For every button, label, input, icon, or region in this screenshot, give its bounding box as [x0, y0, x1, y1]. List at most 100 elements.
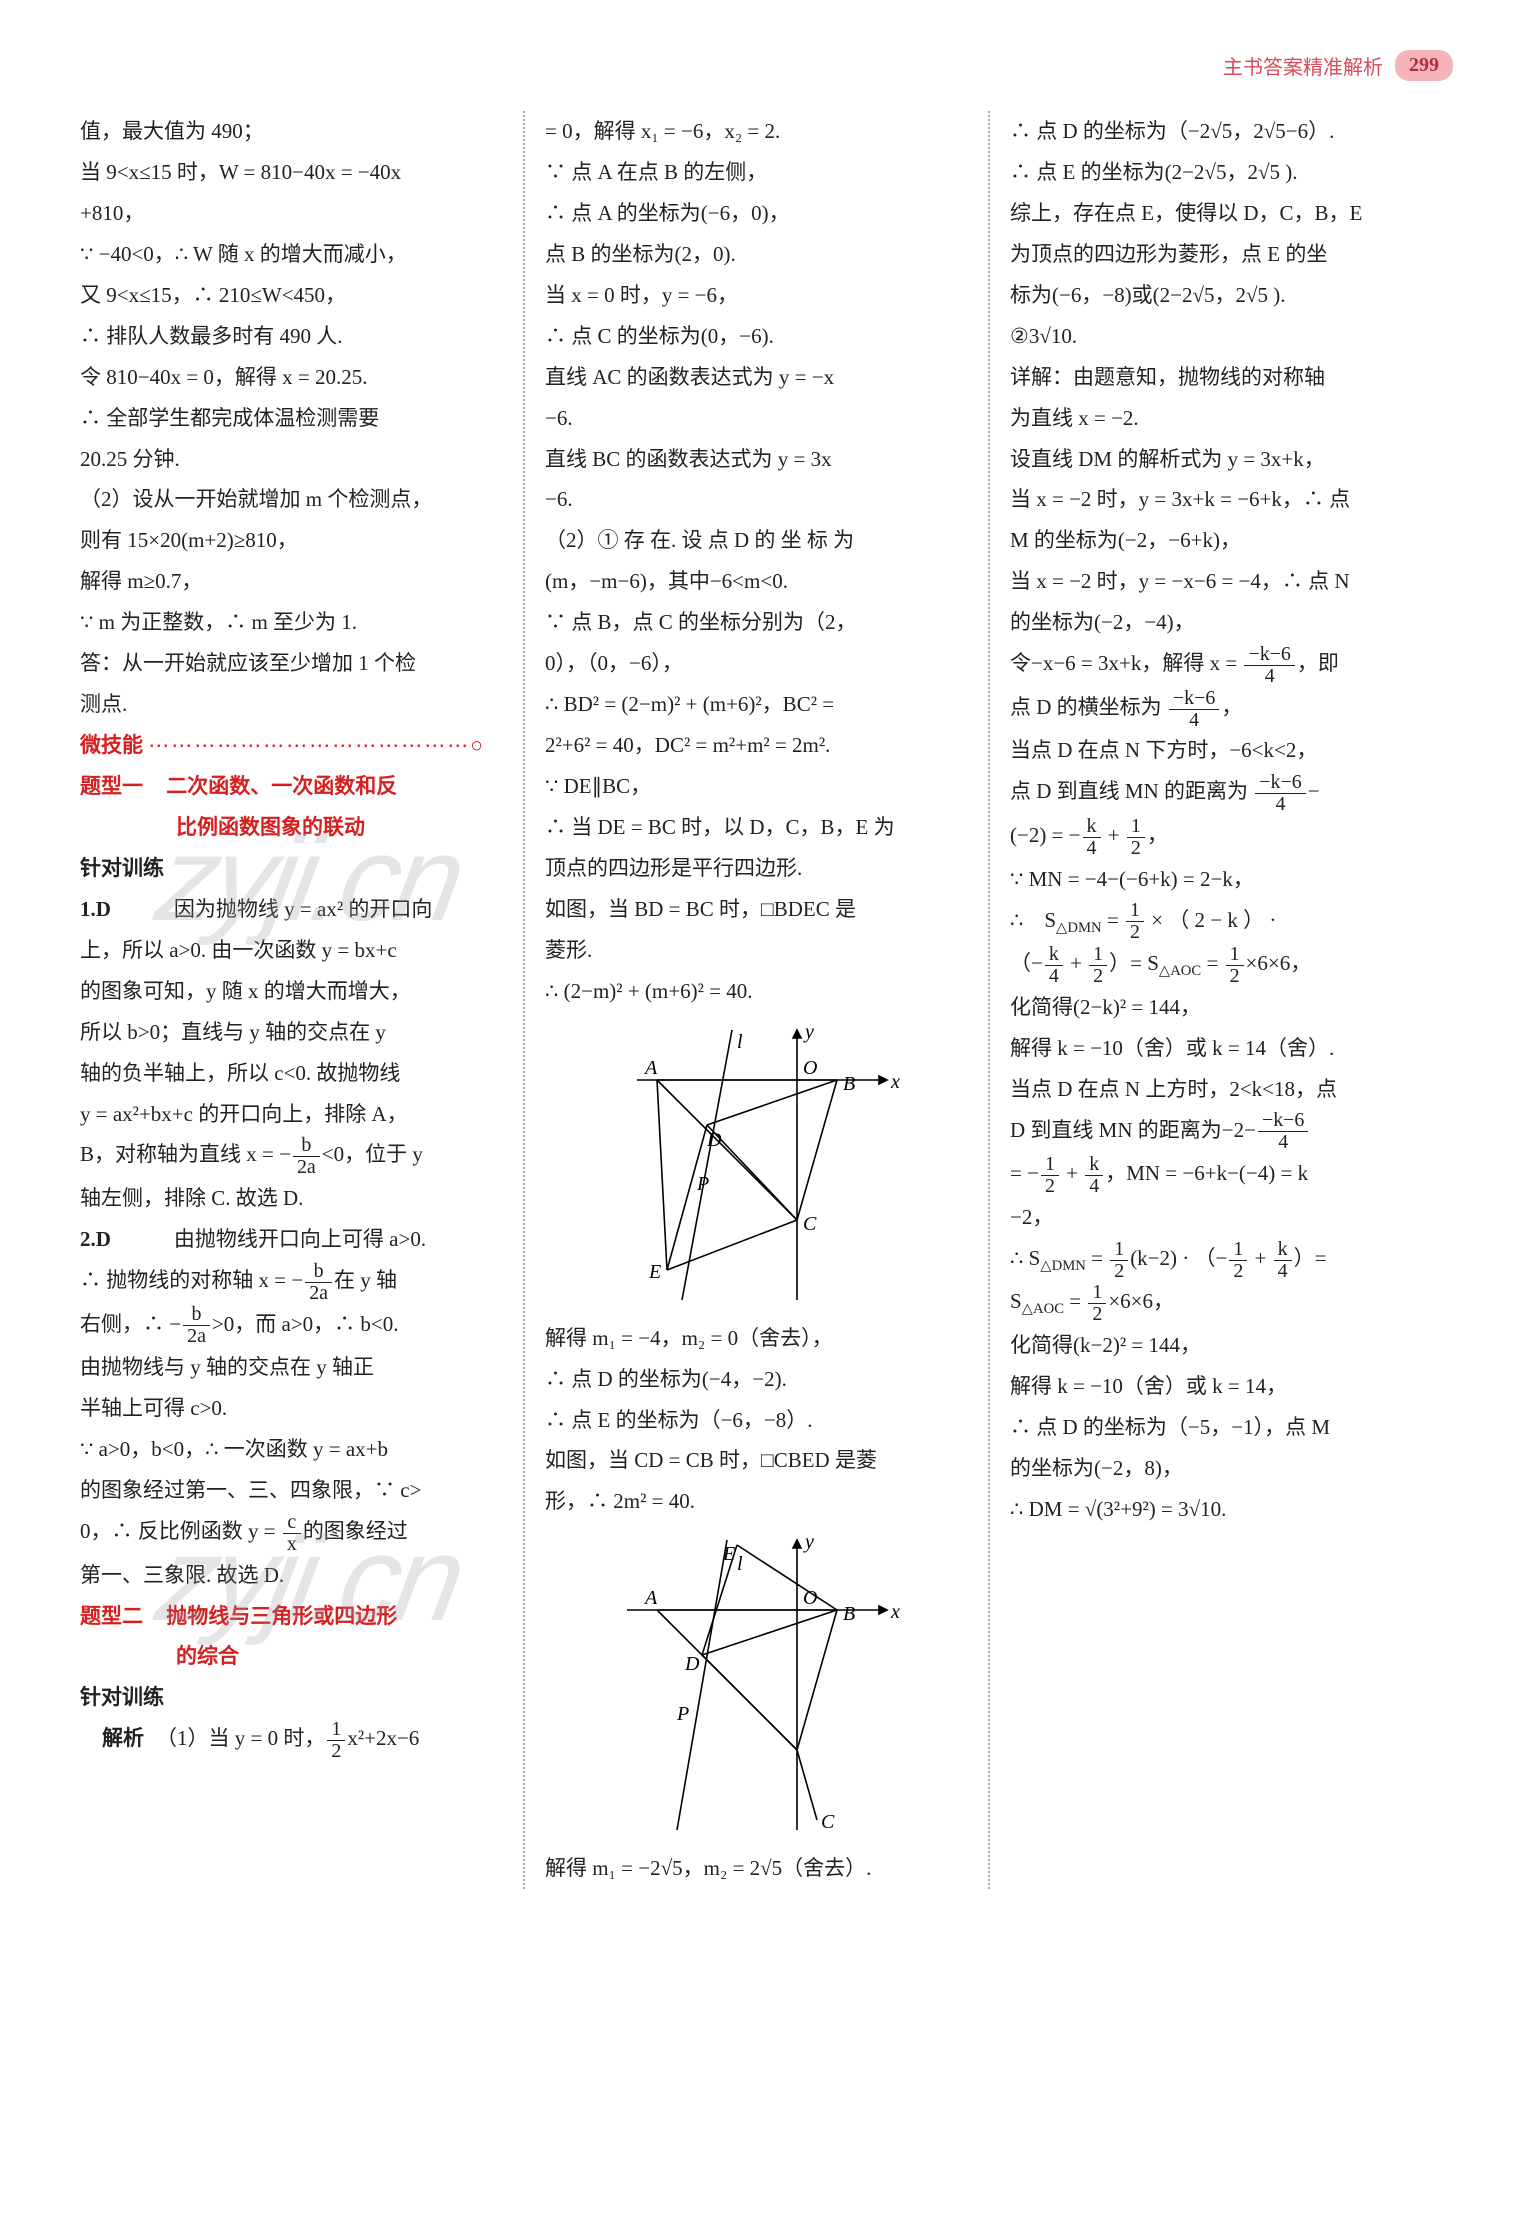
text-span: = — [1201, 951, 1223, 975]
fraction: 12 — [327, 1719, 345, 1762]
frac-num: 1 — [1126, 900, 1144, 922]
frac-num: 1 — [1110, 1239, 1128, 1261]
text-line: 半轴上可得 c>0. — [80, 1388, 503, 1429]
frac-num: b — [305, 1261, 332, 1283]
text-line: ∴ (2−m)² + (m+6)² = 40. — [545, 971, 968, 1012]
frac-num: −k−6 — [1169, 688, 1219, 710]
text-line: 当点 D 在点 N 下方时，−6<k<2， — [1010, 730, 1433, 771]
point-B: B — [843, 1603, 855, 1625]
point-A: A — [643, 1057, 658, 1079]
text-line: 综上，存在点 E，使得以 D，C，B，E — [1010, 193, 1433, 234]
text-span: <0，位于 y — [322, 1142, 423, 1166]
text-line: ∴ 点 C 的坐标为(0，−6). — [545, 316, 968, 357]
section-heading: 微技能 ⋯⋯⋯⋯⋯⋯⋯⋯⋯⋯⋯⋯⋯⋯○ — [80, 725, 503, 766]
text-line: −2， — [1010, 1197, 1433, 1238]
frac-den: 2 — [1041, 1176, 1059, 1197]
frac-den: 2 — [1088, 1304, 1106, 1325]
line-l: l — [737, 1553, 743, 1575]
column-3: ∴ 点 D 的坐标为（−2√5，2√5−6）. ∴ 点 E 的坐标为(2−2√5… — [990, 111, 1453, 1889]
frac-den: 2a — [183, 1326, 210, 1347]
frac-den: 2 — [1110, 1261, 1128, 1282]
text-line: ∵ 点 A 在点 B 的左侧， — [545, 152, 968, 193]
frac-den: x — [283, 1534, 301, 1555]
text-line: 解得 m₁ = −2√5，m₂ = 2√5（舍去）. — [545, 1848, 968, 1889]
text-line: ∵ MN = −4−(−6+k) = 2−k， — [1010, 859, 1433, 900]
text-span: 因为抛物线 y = ax² 的开口向 — [111, 897, 432, 921]
page-number: 299 — [1395, 50, 1453, 81]
frac-num: k — [1083, 816, 1101, 838]
training-label: 针对训练 — [80, 1677, 503, 1718]
fraction: cx — [283, 1512, 301, 1555]
text-line: 又 9<x≤15，∴ 210≤W<450， — [80, 275, 503, 316]
frac-den: 4 — [1085, 1176, 1103, 1197]
text-span: B，对称轴为直线 x = − — [80, 1142, 291, 1166]
frac-den: 2a — [305, 1283, 332, 1304]
frac-den: 2 — [1126, 922, 1144, 943]
text-line: 2²+6² = 40，DC² = m²+m² = 2m². — [545, 725, 968, 766]
frac-num: −k−6 — [1258, 1110, 1308, 1132]
text-line: 当 x = 0 时，y = −6， — [545, 275, 968, 316]
text-line: −6. — [545, 479, 968, 520]
text-line: 当 9<x≤15 时，W = 810−40x = −40x — [80, 152, 503, 193]
text-span: ∴ 抛物线的对称轴 x = − — [80, 1268, 303, 1292]
text-line: 详解：由题意知，抛物线的对称轴 — [1010, 357, 1433, 398]
text-line: M 的坐标为(−2，−6+k)， — [1010, 520, 1433, 561]
text-line: ②3√10. — [1010, 316, 1433, 357]
text-line: ∴ 当 DE = BC 时，以 D，C，B，E 为 — [545, 807, 968, 848]
column-1: 值，最大值为 490； 当 9<x≤15 时，W = 810−40x = −40… — [60, 111, 525, 1889]
line-l: l — [737, 1031, 743, 1053]
training-label: 针对训练 — [80, 848, 503, 889]
text-line: (m，−m−6)，其中−6<m<0. — [545, 561, 968, 602]
fraction: k4 — [1274, 1239, 1292, 1282]
point-E: E — [648, 1261, 661, 1283]
text-span: + — [1065, 951, 1087, 975]
axis-x-label: x — [890, 1601, 900, 1623]
frac-num: c — [283, 1512, 301, 1534]
text-line: 的坐标为(−2，8)， — [1010, 1448, 1433, 1489]
header-title: 主书答案精准解析 — [1223, 51, 1383, 80]
frac-den: 2 — [1226, 966, 1244, 987]
text-line: (−2) = −k4 + 12， — [1010, 815, 1433, 859]
answer-tag: 1.D — [80, 897, 111, 921]
fraction: −k−64 — [1258, 1110, 1308, 1153]
text-span: 点 D 的横坐标为 — [1010, 695, 1167, 719]
frac-num: 1 — [1089, 944, 1107, 966]
text-line: 如图，当 CD = CB 时，□CBED 是菱 — [545, 1440, 968, 1481]
text-span: = — [1086, 1246, 1108, 1270]
text-span: + — [1061, 1161, 1083, 1185]
text-line: 测点. — [80, 684, 503, 725]
answer-tag: 2.D — [80, 1227, 111, 1251]
text-span: ）= S — [1109, 951, 1159, 975]
subscript: △DMN — [1056, 920, 1102, 936]
text-line: 解析（1）当 y = 0 时，12x²+2x−6 — [80, 1718, 503, 1762]
text-line: ∴ BD² = (2−m)² + (m+6)²，BC² = — [545, 684, 968, 725]
point-A: A — [643, 1587, 658, 1609]
text-span: − — [1308, 779, 1320, 803]
frac-den: 2 — [1089, 966, 1107, 987]
frac-num: k — [1085, 1154, 1103, 1176]
text-line: 化简得(k−2)² = 144， — [1010, 1325, 1433, 1366]
fraction: 12 — [1126, 900, 1144, 943]
text-line: ∴ 全部学生都完成体温检测需要 — [80, 398, 503, 439]
text-line: 标为(−6，−8)或(2−2√5，2√5 ). — [1010, 275, 1433, 316]
fraction: 12 — [1127, 816, 1145, 859]
point-O: O — [803, 1057, 817, 1079]
text-line: 解得 k = −10（舍）或 k = 14， — [1010, 1366, 1433, 1407]
type-heading: 题型二 抛物线与三角形或四边形 — [80, 1596, 503, 1637]
fraction: 12 — [1110, 1239, 1128, 1282]
text-line: 轴的负半轴上，所以 c<0. 故抛物线 — [80, 1053, 503, 1094]
text-line: （2）① 存 在. 设 点 D 的 坐 标 为 — [545, 520, 968, 561]
text-line: ∴ 排队人数最多时有 490 人. — [80, 316, 503, 357]
text-line: 的图象可知，y 随 x 的增大而增大， — [80, 971, 503, 1012]
text-span: (k−2) · （− — [1130, 1246, 1227, 1270]
text-line: 上，所以 a>0. 由一次函数 y = bx+c — [80, 930, 503, 971]
text-span: ， — [1221, 695, 1242, 719]
text-span: 令−x−6 = 3x+k，解得 x = — [1010, 651, 1242, 675]
frac-den: 4 — [1258, 1132, 1308, 1153]
text-span: 右侧，∴ − — [80, 1312, 181, 1336]
text-span: S — [1010, 1289, 1022, 1313]
column-2: = 0，解得 x₁ = −6，x₂ = 2. ∵ 点 A 在点 B 的左侧， ∴… — [525, 111, 990, 1889]
point-D: D — [706, 1129, 722, 1151]
axis-x-label: x — [890, 1071, 900, 1093]
point-D: D — [684, 1653, 700, 1675]
